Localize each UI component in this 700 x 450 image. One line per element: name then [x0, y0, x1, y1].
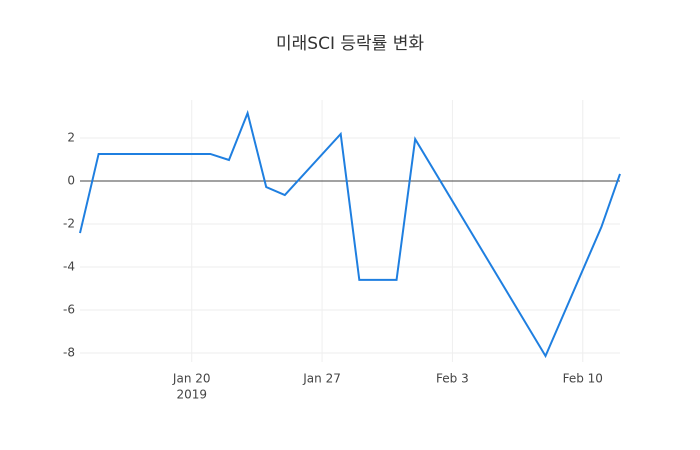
x-year-label: 2019: [176, 388, 207, 402]
y-tick-label: 2: [67, 131, 75, 145]
y-tick-label: 0: [67, 174, 75, 188]
chart-title: 미래SCI 등락률 변화: [276, 34, 424, 54]
y-tick-label: -2: [63, 217, 75, 231]
x-tick-label: Jan 27: [302, 372, 341, 386]
x-tick-label: Feb 3: [436, 372, 469, 386]
y-tick-label: -8: [63, 345, 75, 359]
x-tick-label: Jan 20: [172, 372, 211, 386]
data-line: [79, 109, 621, 359]
y-tick-label: -6: [63, 302, 75, 316]
x-tick-label: Feb 10: [563, 372, 603, 386]
y-tick-label: -4: [63, 260, 75, 274]
